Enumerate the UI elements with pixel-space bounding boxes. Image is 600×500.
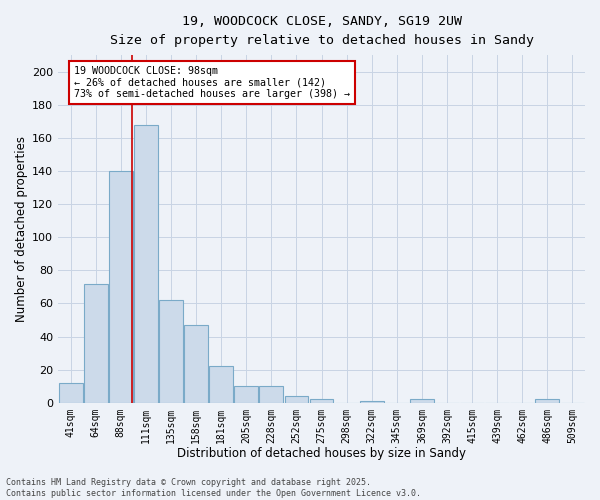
Bar xyxy=(159,300,183,402)
Text: Contains HM Land Registry data © Crown copyright and database right 2025.
Contai: Contains HM Land Registry data © Crown c… xyxy=(6,478,421,498)
Y-axis label: Number of detached properties: Number of detached properties xyxy=(15,136,28,322)
Bar xyxy=(360,401,383,402)
Bar xyxy=(109,171,133,402)
Bar xyxy=(235,386,258,402)
Title: 19, WOODCOCK CLOSE, SANDY, SG19 2UW
Size of property relative to detached houses: 19, WOODCOCK CLOSE, SANDY, SG19 2UW Size… xyxy=(110,15,533,47)
Bar xyxy=(410,400,434,402)
X-axis label: Distribution of detached houses by size in Sandy: Distribution of detached houses by size … xyxy=(177,447,466,460)
Bar xyxy=(209,366,233,402)
Text: 19 WOODCOCK CLOSE: 98sqm
← 26% of detached houses are smaller (142)
73% of semi-: 19 WOODCOCK CLOSE: 98sqm ← 26% of detach… xyxy=(74,66,350,98)
Bar xyxy=(535,400,559,402)
Bar xyxy=(134,124,158,402)
Bar xyxy=(84,284,108,403)
Bar xyxy=(184,325,208,402)
Bar xyxy=(284,396,308,402)
Bar xyxy=(59,383,83,402)
Bar xyxy=(310,400,334,402)
Bar xyxy=(259,386,283,402)
